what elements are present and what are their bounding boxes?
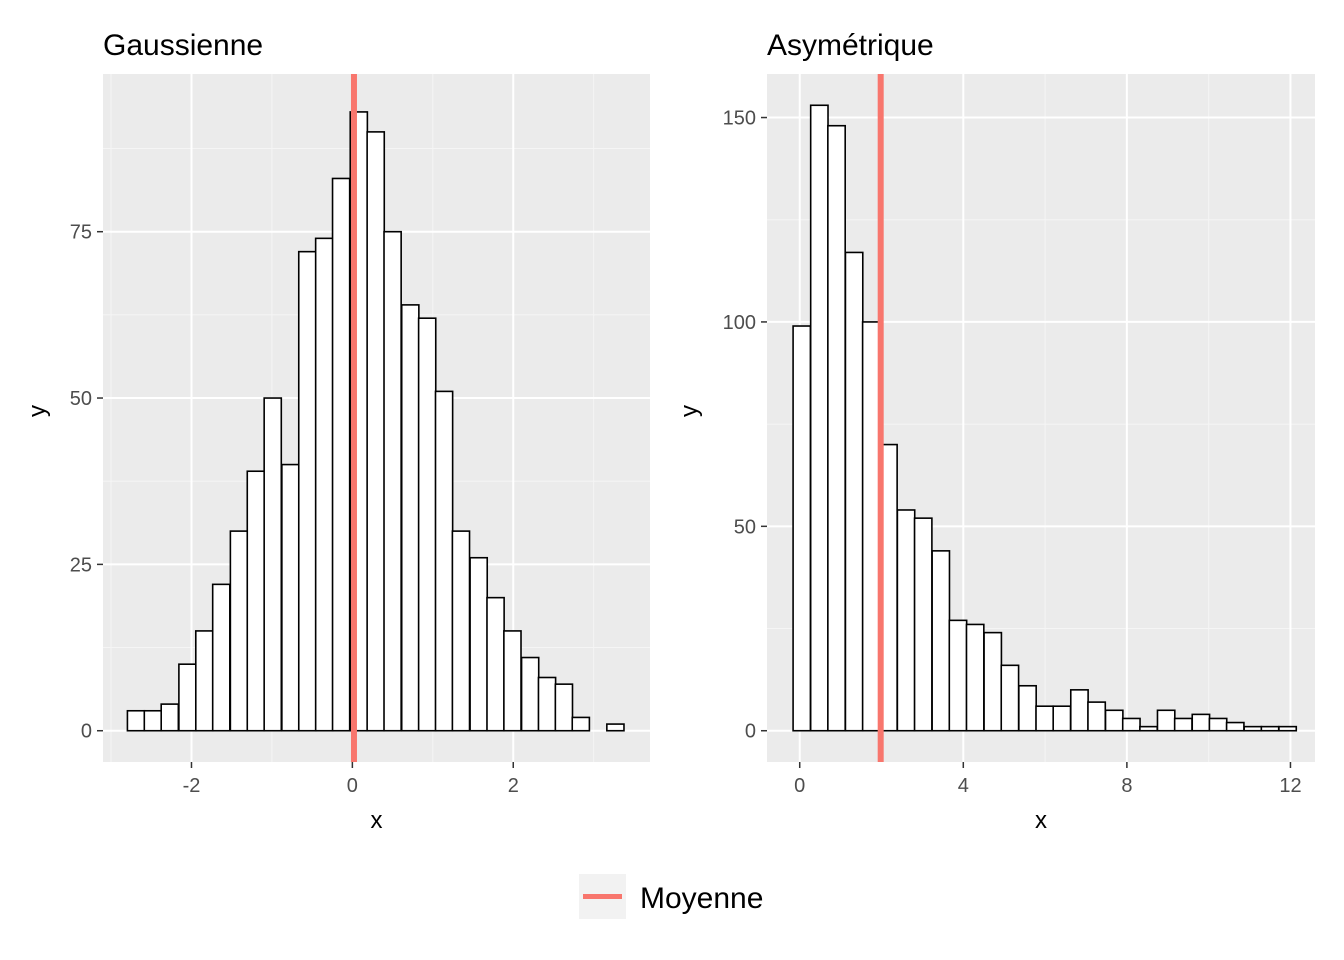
y-tick-label: 50	[70, 388, 92, 410]
histogram-bar	[537, 676, 557, 732]
x-tick-label: 2	[508, 775, 519, 797]
histogram-bar	[1225, 721, 1245, 732]
histogram-bar	[263, 397, 283, 732]
histogram-bar	[417, 317, 437, 732]
histogram-bar	[1087, 701, 1107, 732]
x-tick-label: 8	[1121, 775, 1132, 797]
y-tick-label: 50	[734, 516, 756, 538]
histogram-bar	[1191, 713, 1211, 732]
histogram-bar	[400, 304, 420, 732]
histogram-bar	[126, 709, 146, 732]
panel-title-gaussian: Gaussienne	[103, 29, 263, 62]
histogram-bar	[948, 619, 968, 732]
x-tick-label: 4	[958, 775, 969, 797]
histogram-bar	[1260, 725, 1280, 732]
histogram-bar	[211, 583, 231, 732]
x-axis-title: x	[1035, 807, 1047, 834]
histogram-bar	[331, 177, 351, 732]
y-tick-label: 75	[70, 222, 92, 244]
histogram-bar	[229, 530, 249, 732]
histogram-bar	[1000, 664, 1020, 732]
legend: Moyenne	[579, 874, 763, 919]
histogram-bar	[314, 237, 334, 732]
histogram-bar	[844, 251, 864, 732]
histogram-bar	[1173, 717, 1193, 732]
histogram-bar	[1035, 705, 1055, 732]
histogram-bar	[554, 683, 574, 732]
histogram-bar	[1121, 717, 1141, 732]
histogram-bar	[434, 390, 454, 732]
histogram-bar	[931, 550, 951, 732]
legend-label-mean: Moyenne	[640, 882, 763, 915]
y-tick-label: 0	[745, 721, 756, 743]
histogram-bar	[451, 530, 471, 732]
histogram-bar	[486, 596, 505, 732]
histogram-bar	[913, 517, 933, 732]
histogram-bar	[1104, 709, 1124, 732]
x-tick-label: 0	[347, 775, 358, 797]
histogram-bar	[1018, 684, 1037, 732]
histogram-bar	[178, 663, 197, 732]
histogram-bar	[896, 509, 916, 732]
y-tick-label: 150	[723, 108, 756, 130]
histogram-bar	[383, 230, 402, 732]
histogram-bar	[520, 656, 540, 732]
y-axis-title: y	[676, 405, 703, 417]
histogram-bar	[1278, 725, 1298, 732]
histogram-bar	[503, 630, 522, 732]
gaussian-histogram-panel: Gaussienne -2 0 2 0 25 50 75 x y	[24, 29, 650, 834]
skewed-histogram-panel: Asymétrique 0 4 8 12 0 50 100 150 x y	[676, 29, 1315, 834]
x-tick-label: -2	[183, 775, 201, 797]
histogram-bar	[297, 250, 317, 732]
histogram-bar	[983, 631, 1003, 732]
y-tick-label: 100	[723, 312, 756, 334]
panel-title-skewed: Asymétrique	[767, 29, 934, 62]
histogram-bar	[246, 470, 266, 732]
histogram-bar	[469, 556, 489, 732]
histogram-bar	[160, 703, 180, 732]
histogram-bar	[792, 325, 812, 732]
histogram-bar	[571, 716, 591, 732]
histogram-bar	[809, 104, 829, 732]
histogram-bar	[606, 723, 625, 732]
histogram-bar	[1243, 725, 1263, 732]
y-axis-title: y	[24, 405, 51, 417]
histogram-bar	[1139, 725, 1159, 732]
x-axis-title: x	[371, 807, 383, 834]
histogram-bar	[861, 321, 881, 732]
histogram-bar	[143, 709, 163, 732]
histogram-bar	[1208, 717, 1228, 732]
x-tick-label: 0	[794, 775, 805, 797]
histogram-bar	[1052, 705, 1072, 732]
histogram-bar	[965, 623, 985, 732]
x-tick-label: 12	[1279, 775, 1301, 797]
histogram-bar	[281, 463, 300, 732]
histogram-bar	[194, 630, 214, 732]
histogram-bar	[827, 124, 846, 732]
y-tick-label: 0	[81, 721, 92, 743]
y-tick-label: 25	[70, 554, 92, 576]
histogram-bar	[1069, 689, 1089, 732]
histogram-bar	[366, 131, 386, 732]
histogram-bar	[1156, 709, 1176, 732]
